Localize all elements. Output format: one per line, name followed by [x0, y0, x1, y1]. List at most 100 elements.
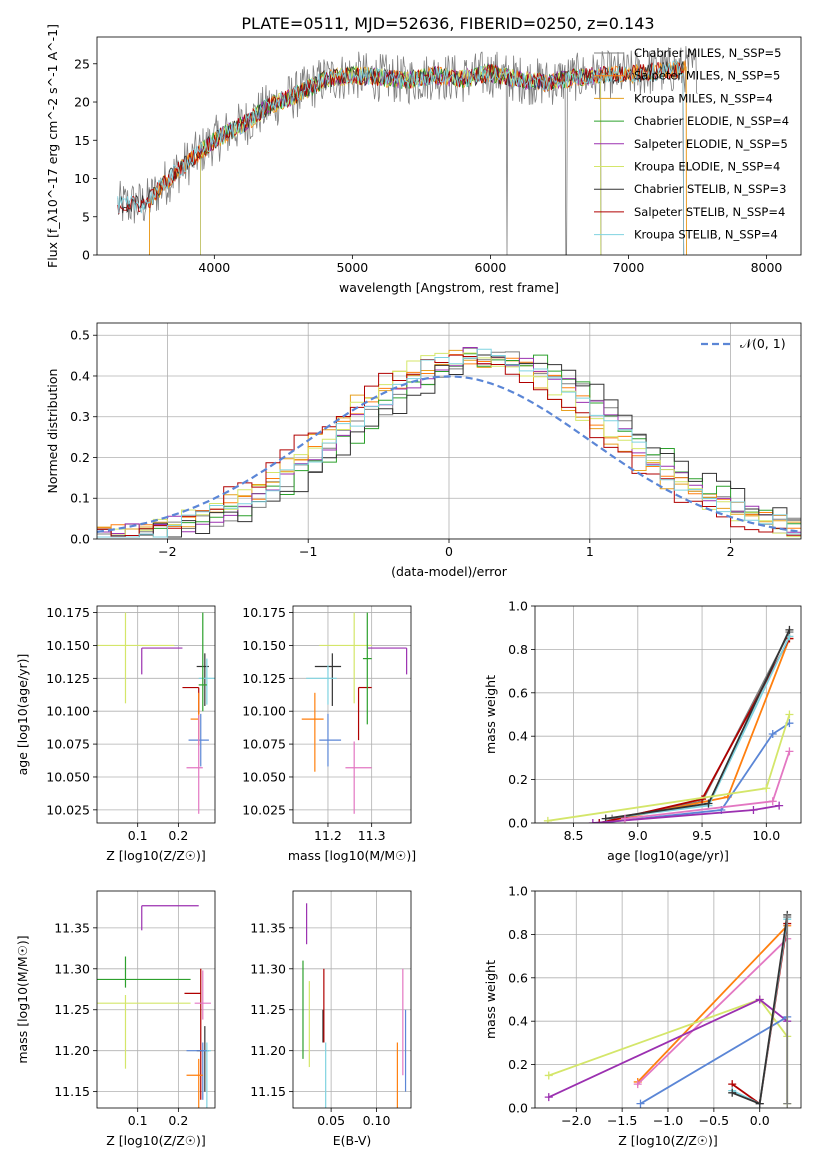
data-point — [319, 612, 372, 704]
x-tick-label: 7000 — [613, 260, 645, 275]
y-tick-label: 0.4 — [508, 729, 528, 744]
series-line — [605, 629, 791, 820]
series-marker — [704, 799, 713, 808]
y-tick-label: 10.075 — [242, 737, 286, 752]
x-axis-label: E(B-V) — [333, 1133, 372, 1148]
legend-entry: Kroupa ELODIE, N_SSP=4 — [634, 160, 780, 174]
x-tick-label: 0 — [445, 544, 453, 559]
panel-age_vs_Z: 0.1 0.2 10.025 10.050 10.075 10.100 10.125 10.1… — [15, 605, 216, 863]
x-tick-label: −1.5 — [607, 1113, 637, 1128]
y-tick-label: 5 — [82, 209, 90, 224]
y-tick-label: 0.2 — [508, 1057, 528, 1072]
y-tick-label: 1.0 — [508, 599, 528, 614]
panel-weight_vs_Z: −2.0 −1.5 −1.0 −0.5 0.0 0.0 0.2 0.4 0.6 0.8 1.0 Z [… — [483, 884, 802, 1148]
legend: Chabrier MILES, N_SSP=5 Salpeter MILES, N… — [594, 46, 789, 242]
data-point — [97, 994, 191, 1069]
x-tick-label: 4000 — [198, 260, 230, 275]
y-axis-label: Flux [f_λ10^-17 erg cm^-2 s^-1 A^-1] — [45, 24, 60, 268]
series-marker — [768, 730, 777, 739]
histogram-series — [97, 354, 801, 538]
data-point — [367, 647, 408, 675]
axes-border — [292, 890, 412, 1109]
x-tick-label: 0.0 — [750, 1113, 770, 1128]
y-tick-label: 0.0 — [70, 532, 90, 547]
plot-area — [117, 46, 698, 255]
y-axis-label: Normed distribution — [45, 369, 60, 494]
y-tick-label: 11.15 — [54, 1084, 90, 1099]
series-marker — [762, 784, 771, 793]
x-tick-label: 10.0 — [752, 828, 780, 843]
y-axis-label: mass weight — [483, 960, 498, 1039]
data-point — [97, 956, 191, 988]
data-point — [198, 612, 207, 712]
y-tick-label: 0.0 — [508, 1101, 528, 1116]
legend-entry: Salpeter STELIB, N_SSP=4 — [634, 205, 785, 219]
y-tick-label: 10.075 — [46, 737, 90, 752]
panel-mass_vs_EBV: 0.05 0.10 11.15 11.20 11.25 11.30 11.35 E(B-V) — [250, 890, 412, 1148]
axes-border — [292, 605, 412, 824]
y-axis-label: mass weight — [483, 675, 498, 754]
legend-entry: Kroupa STELIB, N_SSP=4 — [634, 228, 778, 242]
y-tick-label: 11.35 — [54, 920, 90, 935]
x-tick-label: 0.1 — [128, 1113, 148, 1128]
axes-frame: −2.0 −1.5 −1.0 −0.5 0.0 0.0 0.2 0.4 0.6 0.8 1.0 Z [… — [483, 884, 802, 1148]
axes-frame: −2 −1 0 1 2 0.0 0.1 0.2 0.3 0.4 0.5 (data-model)/er… — [45, 322, 802, 579]
y-tick-label: 10.100 — [242, 704, 286, 719]
y-tick-label: 11.25 — [250, 1002, 286, 1017]
x-axis-label: Z [log10(Z/Z☉)] — [106, 1133, 206, 1148]
legend-entry: Chabrier STELIB, N_SSP=3 — [634, 182, 786, 196]
plot-area — [535, 606, 801, 823]
series-marker — [749, 805, 758, 814]
data-point — [186, 715, 203, 814]
x-tick-label: 11.2 — [314, 828, 342, 843]
plot-area — [535, 891, 801, 1108]
x-axis-label: (data-model)/error — [391, 564, 508, 579]
y-tick-label: 10.050 — [46, 769, 90, 784]
x-tick-label: 9.5 — [692, 828, 712, 843]
y-tick-label: 0.8 — [508, 642, 528, 657]
x-tick-label: −2.0 — [561, 1113, 591, 1128]
y-tick-label: 10.150 — [242, 638, 286, 653]
plot-area — [97, 323, 801, 539]
x-tick-label: 0.1 — [128, 828, 148, 843]
y-tick-label: 11.20 — [54, 1043, 90, 1058]
series-marker — [755, 995, 764, 1004]
series-line — [599, 722, 790, 823]
legend-entry: Chabrier MILES, N_SSP=5 — [634, 46, 781, 60]
axes-frame: 0.1 0.2 11.15 11.20 11.25 11.30 11.35 Z [log10(… — [15, 890, 216, 1148]
y-tick-label: 10.125 — [46, 671, 90, 686]
x-tick-label: 0.10 — [363, 1113, 391, 1128]
axes-frame: 11.2 11.3 10.025 10.050 10.075 10.100 10.125 10… — [242, 605, 416, 863]
plot-area — [97, 891, 215, 1108]
y-axis-label: mass [log10(M/M☉)] — [15, 935, 30, 1063]
data-point — [190, 692, 200, 746]
data-point — [198, 658, 215, 705]
y-tick-label: 0.2 — [508, 772, 528, 787]
x-tick-label: 8.5 — [564, 828, 584, 843]
series-marker — [543, 816, 552, 823]
axes-frame: 4000 5000 6000 7000 8000 0 5 10 15 20 25 wavelength… — [45, 24, 802, 295]
y-tick-label: 10.175 — [46, 605, 90, 620]
axes-border — [534, 605, 802, 824]
y-tick-label: 10.050 — [242, 769, 286, 784]
gaussian-curve — [97, 375, 801, 533]
y-tick-label: 0.4 — [508, 1014, 528, 1029]
x-tick-label: 0.2 — [168, 1113, 188, 1128]
y-tick-label: 10.025 — [46, 802, 90, 817]
data-point — [357, 686, 372, 741]
axes-frame: 8.5 9.0 9.5 10.0 0.0 0.2 0.4 0.6 0.8 1.0 age [log1… — [483, 599, 802, 863]
x-tick-label: −1.0 — [653, 1113, 683, 1128]
data-point — [97, 612, 175, 704]
x-tick-label: −0.5 — [699, 1113, 729, 1128]
data-point — [202, 1042, 211, 1108]
series-marker — [544, 1071, 553, 1080]
data-point — [141, 647, 183, 675]
y-tick-label: 0.6 — [508, 685, 528, 700]
panel-spectrum: 4000 5000 6000 7000 8000 0 5 10 15 20 25 wavelength… — [45, 24, 802, 295]
y-tick-label: 11.30 — [250, 961, 286, 976]
data-point — [319, 713, 342, 767]
series-marker — [728, 1088, 737, 1097]
x-tick-label: 2 — [727, 544, 735, 559]
axes-frame: 0.05 0.10 11.15 11.20 11.25 11.30 11.35 E(B-V) — [250, 890, 412, 1148]
